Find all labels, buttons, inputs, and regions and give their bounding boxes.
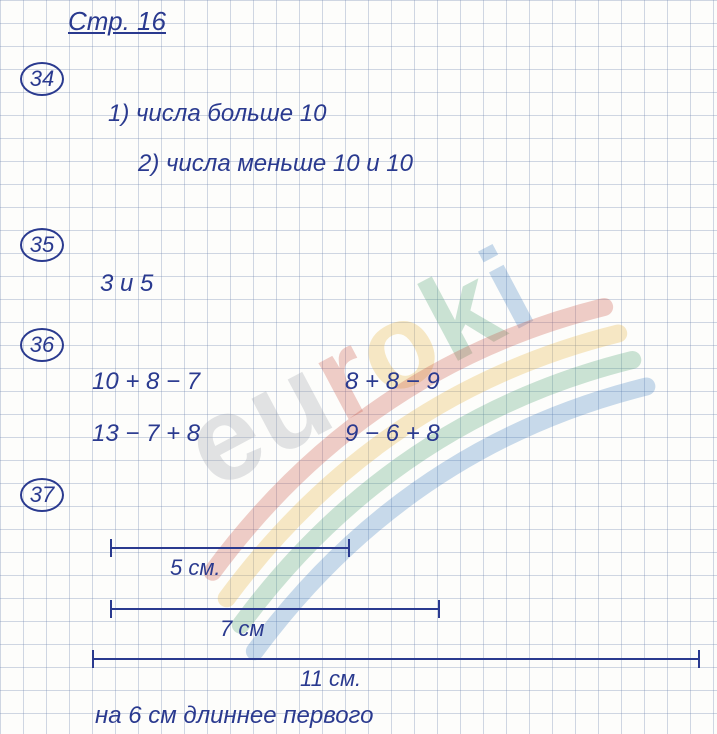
- segment-11cm-label: 11 см.: [300, 666, 361, 692]
- segment-5cm: [110, 547, 350, 549]
- problem-36-r1-right: 8 + 8 − 9: [345, 368, 440, 396]
- problem-35-line-1: 3 и 5: [100, 270, 153, 298]
- problem-34-line-1: 1) числа больше 10: [108, 100, 326, 128]
- segment-5cm-label: 5 см.: [170, 555, 221, 581]
- problem-36-r2-right: 9 − 6 + 8: [345, 420, 440, 448]
- problem-number-34: 34: [20, 62, 64, 96]
- segment-7cm: [110, 608, 440, 610]
- problem-number-36: 36: [20, 328, 64, 362]
- problem-36-r1-left: 10 + 8 − 7: [92, 368, 200, 396]
- problem-34-line-2: 2) числа меньше 10 и 10: [138, 150, 413, 178]
- problem-number-34-label: 34: [30, 66, 54, 92]
- segment-11cm: [92, 658, 700, 660]
- problem-36-r2-left: 13 − 7 + 8: [92, 420, 200, 448]
- page-title: Стр. 16: [68, 6, 166, 37]
- problem-number-37: 37: [20, 478, 64, 512]
- problem-number-35: 35: [20, 228, 64, 262]
- page-content: Стр. 16 34 1) числа больше 10 2) числа м…: [0, 0, 717, 734]
- problem-number-36-label: 36: [30, 332, 54, 358]
- problem-37-answer: на 6 см длиннее первого: [95, 702, 373, 730]
- problem-number-35-label: 35: [30, 232, 54, 258]
- problem-number-37-label: 37: [30, 482, 54, 508]
- segment-7cm-label: 7 см: [220, 616, 264, 642]
